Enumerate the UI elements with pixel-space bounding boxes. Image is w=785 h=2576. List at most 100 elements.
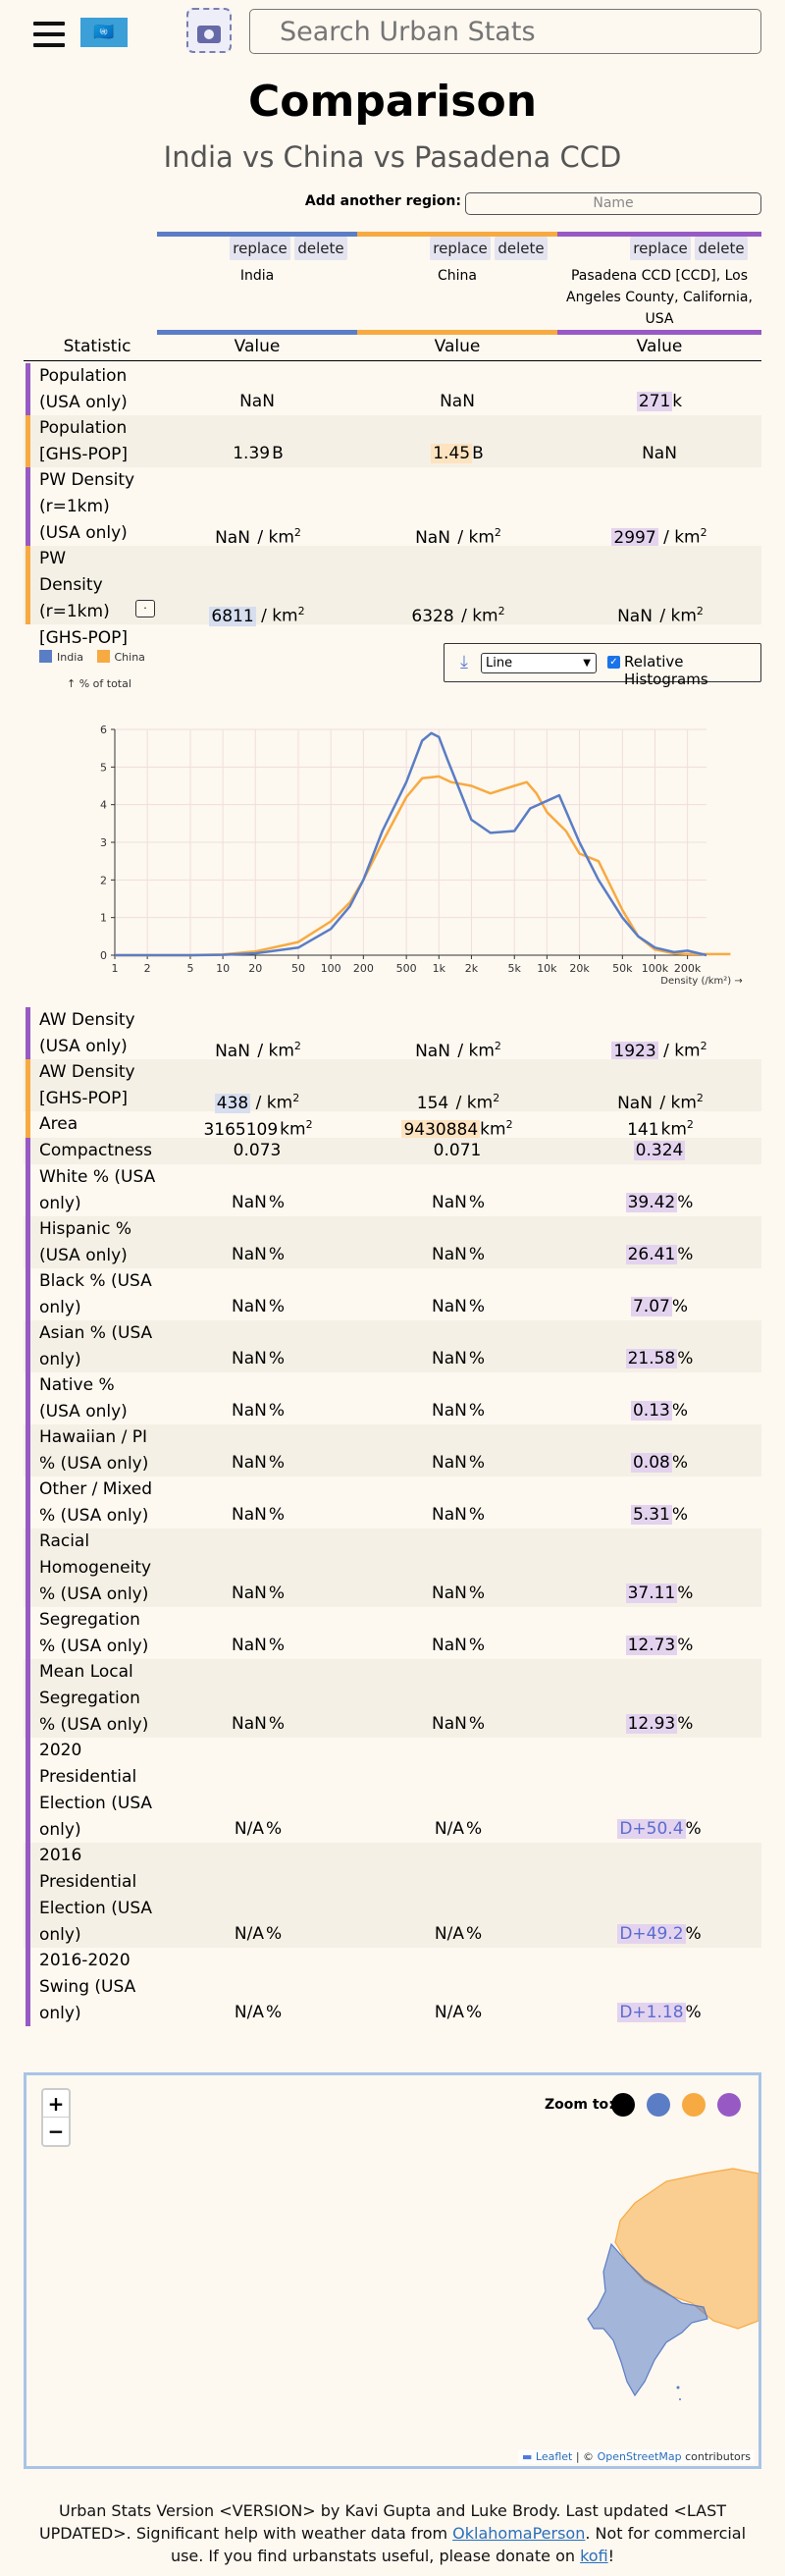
delete-button-china[interactable]: delete (495, 237, 548, 260)
unit-pasadena: / km (663, 527, 701, 548)
oklahomaperson-link[interactable]: OklahomaPerson (452, 2524, 586, 2543)
stat-label[interactable]: Hispanic % (USA only) (39, 1219, 131, 1265)
x-tick-label: 500 (396, 962, 417, 975)
table-row: Hawaiian / PI % (USA only) NaN% NaN% 0.08% (24, 1424, 761, 1476)
delete-button-india[interactable]: delete (294, 237, 347, 260)
stat-label[interactable]: Population [GHS-POP] (39, 418, 129, 464)
value-pasadena: 0.13 (630, 1401, 672, 1421)
un-flag-icon[interactable]: 🇺🇳 (80, 18, 128, 47)
cell-china: NaN% (357, 1711, 557, 1738)
stat-label[interactable]: AW Density [GHS-POP] (39, 1062, 135, 1108)
leaflet-link[interactable]: Leaflet (535, 2450, 573, 2463)
row-region-accent (26, 1843, 30, 1948)
stat-label[interactable]: Mean Local Segregation % (USA only) (39, 1662, 149, 1735)
stat-label[interactable]: Compactness (39, 1141, 152, 1160)
screenshot-camera-icon[interactable] (186, 8, 232, 53)
cell-india: NaN% (157, 1581, 357, 1607)
zoom-to-pasadena-button[interactable] (717, 2093, 741, 2117)
chart-type-select[interactable]: Line ▼ (481, 653, 597, 673)
cell-pasadena: 26.41% (557, 1242, 761, 1268)
stat-label[interactable]: Black % (USA only) (39, 1271, 152, 1317)
openstreetmap-link[interactable]: OpenStreetMap (597, 2450, 682, 2463)
china-shape (614, 2168, 759, 2330)
expand-icon[interactable]: · (135, 600, 155, 617)
replace-button-pasadena[interactable]: replace (630, 237, 691, 260)
zoom-to-india-button[interactable] (647, 2093, 670, 2117)
stat-label[interactable]: 2016-2020 Swing (USA only) (39, 1951, 136, 2023)
value-india: N/A (234, 2003, 264, 2022)
x-tick-label: 2 (144, 962, 151, 975)
table-row: 2020 Presidential Election (USA only) N/A… (24, 1738, 761, 1843)
stat-label[interactable]: 2020 Presidential Election (USA only) (39, 1741, 153, 1840)
cell-pasadena: D+50.4% (557, 1816, 761, 1843)
region-color-bar-bottom-india (157, 330, 357, 335)
unit-china: / km (455, 1093, 494, 1113)
y-tick-label: 5 (100, 761, 107, 774)
value-india: NaN (231, 1636, 267, 1655)
cell-india: NaN% (157, 1294, 357, 1320)
table-row: Segregation % (USA only) NaN% NaN% 12.73% (24, 1607, 761, 1659)
stat-label[interactable]: White % (USA only) (39, 1167, 156, 1213)
stat-label[interactable]: PW Density (r=1km) [GHS-POP] (39, 549, 129, 648)
cell-pasadena: NaN / km2 (557, 598, 761, 630)
unit-pasadena: / km (663, 1041, 701, 1061)
replace-button-india[interactable]: replace (230, 237, 290, 260)
unit-china: km (480, 1119, 506, 1140)
value-china: NaN (431, 1401, 467, 1421)
unit-superscript: 2 (497, 605, 505, 617)
cell-china: N/A% (357, 1921, 557, 1948)
hamburger-menu-icon[interactable] (33, 22, 65, 47)
cell-china: NaN% (357, 1190, 557, 1216)
value-india: N/A (234, 1924, 264, 1944)
table-row: 2016 Presidential Election (USA only) N/A… (24, 1843, 761, 1948)
row-region-accent (26, 1659, 30, 1738)
x-tick-label: 200k (674, 962, 702, 975)
stat-label[interactable]: Population (USA only) (39, 366, 128, 412)
stat-label[interactable]: Racial Homogeneity % (USA only) (39, 1531, 152, 1604)
stat-label[interactable]: Other / Mixed % (USA only) (39, 1479, 152, 1526)
stat-label[interactable]: Asian % (USA only) (39, 1323, 153, 1369)
stat-label[interactable]: Segregation % (USA only) (39, 1610, 149, 1656)
y-axis-label: ↑ % of total (67, 677, 131, 690)
table-row: 2016-2020 Swing (USA only) N/A% N/A% D+1.18… (24, 1948, 761, 2026)
chevron-down-icon: ▼ (583, 658, 591, 669)
value-pasadena: NaN (617, 1093, 653, 1113)
stat-label[interactable]: AW Density (USA only) (39, 1010, 135, 1056)
stat-label[interactable]: 2016 Presidential Election (USA only) (39, 1846, 153, 1945)
value-china: NaN (431, 1505, 467, 1525)
zoom-in-button[interactable]: + (43, 2090, 69, 2118)
cell-india: 438 / km2 (157, 1085, 357, 1117)
cell-india: N/A% (157, 1921, 357, 1948)
add-region-input[interactable]: Name (465, 192, 761, 215)
stat-label[interactable]: PW Density (r=1km) (USA only) (39, 470, 135, 543)
cell-china: NaN / km2 (357, 519, 557, 552)
unit-india: / km (255, 1093, 293, 1113)
stat-label[interactable]: Hawaiian / PI % (USA only) (39, 1427, 149, 1474)
map[interactable]: + − Zoom to: ▬ Leaflet | © OpenStreetMap… (24, 2072, 761, 2469)
cell-pasadena: 12.73% (557, 1633, 761, 1659)
zoom-to-china-button[interactable] (682, 2093, 706, 2117)
x-tick-label: 2k (465, 962, 479, 975)
relative-histograms-checkbox[interactable]: ✓ (607, 656, 620, 669)
stat-label[interactable]: Area (39, 1114, 78, 1134)
unit-india: % (268, 1401, 285, 1421)
unit-pasadena: % (671, 1453, 688, 1473)
download-icon[interactable]: ⤓ (460, 652, 468, 672)
cell-india: NaN / km2 (157, 1033, 357, 1065)
unit-superscript: 2 (494, 1040, 501, 1052)
zoom-out-button[interactable]: − (47, 2120, 65, 2143)
unit-pasadena: % (677, 1636, 694, 1655)
unit-pasadena: % (677, 1714, 694, 1734)
value-pasadena: D+49.2 (617, 1924, 686, 1944)
replace-button-china[interactable]: replace (430, 237, 491, 260)
stat-label[interactable]: Native % (USA only) (39, 1375, 128, 1422)
value-india: NaN (239, 392, 275, 411)
search-input[interactable] (249, 9, 761, 54)
x-tick-label: 100k (642, 962, 669, 975)
value-china: NaN (431, 1245, 467, 1264)
kofi-link[interactable]: kofi (580, 2547, 608, 2565)
unit-india: % (268, 1583, 285, 1603)
delete-button-pasadena[interactable]: delete (695, 237, 748, 260)
unit-superscript: 2 (297, 605, 305, 617)
zoom-to-all-button[interactable] (611, 2093, 635, 2117)
